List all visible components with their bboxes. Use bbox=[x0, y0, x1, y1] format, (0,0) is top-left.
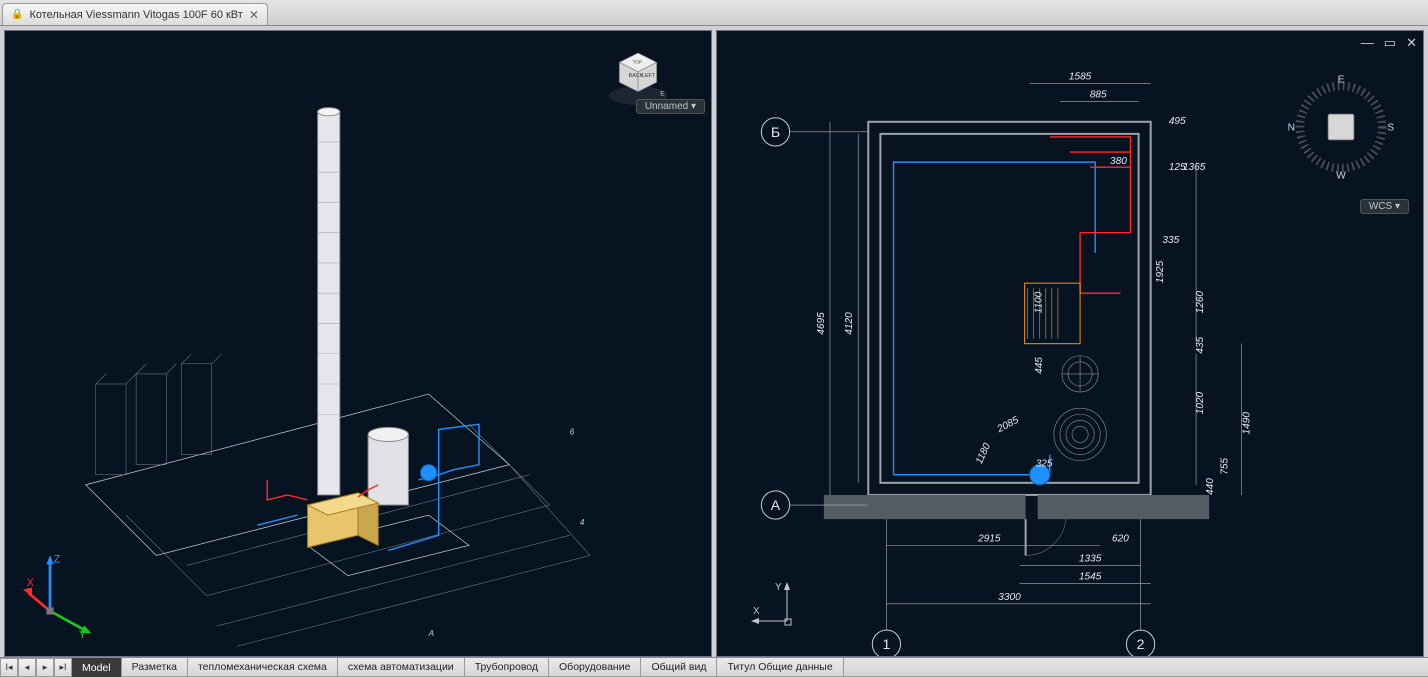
dims-right: 1260 435 1020 755 440 1490 1925 335 bbox=[1155, 162, 1253, 495]
layout-tab-label: Разметка bbox=[132, 661, 177, 673]
layout-tab-razmetka[interactable]: Разметка bbox=[122, 658, 188, 677]
ucs-y-label: Y bbox=[79, 629, 86, 638]
dim-label: 1180 bbox=[974, 441, 993, 466]
layout-tab-label: тепломеханическая схема bbox=[198, 661, 327, 673]
dims-bottom: 2915 1335 1545 3300 620 bbox=[886, 533, 1150, 604]
axis-label-2: 2 bbox=[1137, 636, 1145, 652]
dim-label: 3300 bbox=[998, 592, 1021, 603]
layout-tab-label: Общий вид bbox=[651, 661, 706, 673]
dim-label: 1545 bbox=[1079, 572, 1102, 583]
dim-label: 4120 bbox=[844, 312, 855, 335]
layout-tab-titul[interactable]: Титул Общие данные bbox=[717, 658, 843, 677]
dim-label: 435 bbox=[1195, 337, 1206, 354]
layout-nav-prev[interactable]: ◂ bbox=[18, 658, 36, 677]
iso-dim: 6 bbox=[570, 427, 575, 436]
chimney bbox=[318, 108, 340, 495]
dim-label: 1020 bbox=[1195, 391, 1206, 414]
axis-label-b: Б bbox=[771, 124, 780, 140]
boiler bbox=[308, 493, 379, 547]
dim-label: 885 bbox=[1090, 90, 1107, 101]
viewport-3d[interactable]: E N BACK LEFT TOP Unnamed ▾ bbox=[4, 30, 712, 657]
layout-tab-model[interactable]: Model bbox=[72, 658, 122, 677]
dim-label: 1490 bbox=[1242, 412, 1253, 435]
dim-label: 1100 bbox=[1034, 291, 1045, 313]
equip-spiral bbox=[1054, 408, 1106, 460]
ucs-triad[interactable]: Z Y X bbox=[23, 548, 113, 638]
layout-nav-last[interactable]: ▸I bbox=[54, 658, 72, 677]
close-icon[interactable]: ✕ bbox=[249, 8, 259, 22]
dim-label: 440 bbox=[1205, 478, 1216, 495]
dim-label: 1585 bbox=[1069, 71, 1092, 82]
dim-label: 1335 bbox=[1079, 554, 1102, 565]
ucs-x-label: X bbox=[27, 577, 34, 589]
layout-tab-truboprovod[interactable]: Трубопровод bbox=[465, 658, 549, 677]
dim-label: 495 bbox=[1169, 116, 1186, 127]
axis-label-1: 1 bbox=[883, 636, 891, 652]
dim-label: 620 bbox=[1112, 533, 1129, 544]
lock-icon: 🔒 bbox=[11, 9, 23, 20]
layout-tab-oborudovanie[interactable]: Оборудование bbox=[549, 658, 641, 677]
layout-tab-label: Оборудование bbox=[559, 661, 630, 673]
dim-label: 325 bbox=[1036, 459, 1053, 470]
dims-left: 4695 4120 bbox=[816, 122, 858, 495]
document-tab[interactable]: 🔒 Котельная Viessmann Vitogas 100F 60 кВ… bbox=[2, 3, 268, 25]
layout-tab-label: Model bbox=[82, 662, 111, 674]
layout-nav-buttons: I◂ ◂ ▸ ▸I bbox=[0, 658, 72, 677]
drawing-canvas-plan[interactable]: Б А 1 2 1585 bbox=[717, 31, 1423, 657]
layout-nav-first[interactable]: I◂ bbox=[0, 658, 18, 677]
dim-label: 755 bbox=[1219, 458, 1230, 475]
dim-label: 1925 bbox=[1155, 260, 1166, 283]
cabinets bbox=[96, 354, 222, 475]
dim-label: 1365 bbox=[1183, 162, 1206, 173]
dim-label: 1260 bbox=[1195, 291, 1206, 314]
layout-nav-next[interactable]: ▸ bbox=[36, 658, 54, 677]
axis-label-a: А bbox=[771, 497, 781, 513]
dim-label: 380 bbox=[1110, 156, 1127, 167]
layout-tab-label: Трубопровод bbox=[475, 661, 538, 673]
document-tab-title: Котельная Viessmann Vitogas 100F 60 кВт bbox=[29, 9, 242, 21]
drawing-area: E N BACK LEFT TOP Unnamed ▾ bbox=[0, 26, 1428, 657]
layout-tab-strip: I◂ ◂ ▸ ▸I Model Разметка тепломеханическ… bbox=[0, 657, 1428, 677]
dim-label: 445 bbox=[1034, 357, 1045, 374]
axis-2d-icon[interactable]: X Y bbox=[747, 576, 807, 636]
layout-tab-label: Титул Общие данные bbox=[727, 661, 832, 673]
iso-dim: A bbox=[428, 629, 434, 638]
dims-inner: 2085 1100 445 1180 325 bbox=[974, 291, 1053, 469]
dim-label: 335 bbox=[1162, 235, 1179, 246]
dim-label: 2915 bbox=[977, 533, 1001, 544]
layout-tab-obshiy-vid[interactable]: Общий вид bbox=[641, 658, 717, 677]
walls bbox=[824, 122, 1209, 556]
document-tab-strip: 🔒 Котельная Viessmann Vitogas 100F 60 кВ… bbox=[0, 0, 1428, 26]
viewport-plan[interactable]: — ▭ ✕ E N S W TOP WCS ▾ bbox=[716, 30, 1424, 657]
dim-label: 2085 bbox=[995, 415, 1021, 436]
axis2d-y: Y bbox=[775, 582, 782, 593]
ucs-z-label: Z bbox=[54, 553, 61, 565]
iso-dim: 4 bbox=[580, 518, 585, 527]
layout-tab-label: схема автоматизации bbox=[348, 661, 454, 673]
axis2d-x: X bbox=[753, 606, 760, 617]
dim-label: 4695 bbox=[816, 312, 827, 335]
layout-tab-avtomat[interactable]: схема автоматизации bbox=[338, 658, 465, 677]
equip-circle2 bbox=[1062, 356, 1098, 392]
tank bbox=[368, 427, 408, 505]
layout-tab-teplomeh[interactable]: тепломеханическая схема bbox=[188, 658, 338, 677]
